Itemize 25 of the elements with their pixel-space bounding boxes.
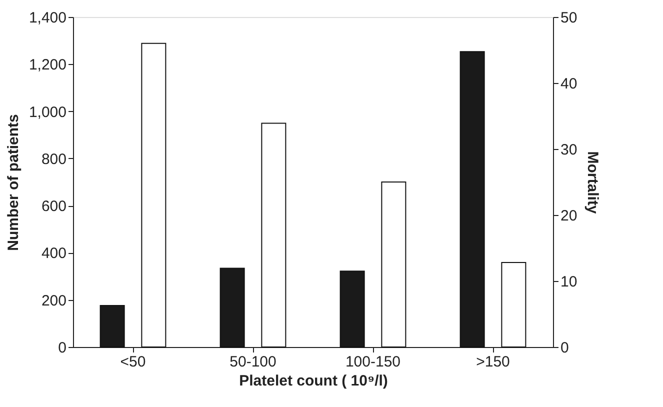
y2-tick-label: 10 [560, 274, 578, 290]
y-tick-label: 800 [41, 150, 66, 168]
x-axis-title: Platelet count ( 10⁹/l) [239, 372, 388, 390]
x-tick-label: 100-150 [345, 354, 401, 370]
bar [501, 262, 526, 348]
y2-tick-label: 30 [560, 142, 578, 158]
y-axis-title: Number of patients [4, 114, 22, 251]
y2-tick-label: 20 [560, 208, 578, 224]
x-tick-label: 50-100 [230, 354, 276, 370]
y-tick-label: 1,200 [28, 56, 66, 74]
y-tick-label: 1,400 [28, 10, 66, 26]
y-tick-label: 600 [41, 198, 66, 216]
y2-tick-label: 40 [560, 76, 578, 92]
x-tick-label: >150 [476, 354, 510, 370]
y-tick-label: 0 [58, 340, 66, 356]
bar [141, 42, 166, 348]
y-tick-label: 200 [41, 292, 66, 310]
y2-tick-label: 50 [560, 10, 578, 26]
bar [261, 122, 286, 348]
y2-axis-title: Mortality [584, 151, 602, 214]
y2-tick-label: 0 [560, 340, 569, 356]
y-tick-label: 400 [41, 245, 66, 262]
y-tick-label: 1,000 [28, 104, 66, 121]
x-tick-label: <50 [120, 354, 146, 370]
bar [381, 182, 406, 348]
